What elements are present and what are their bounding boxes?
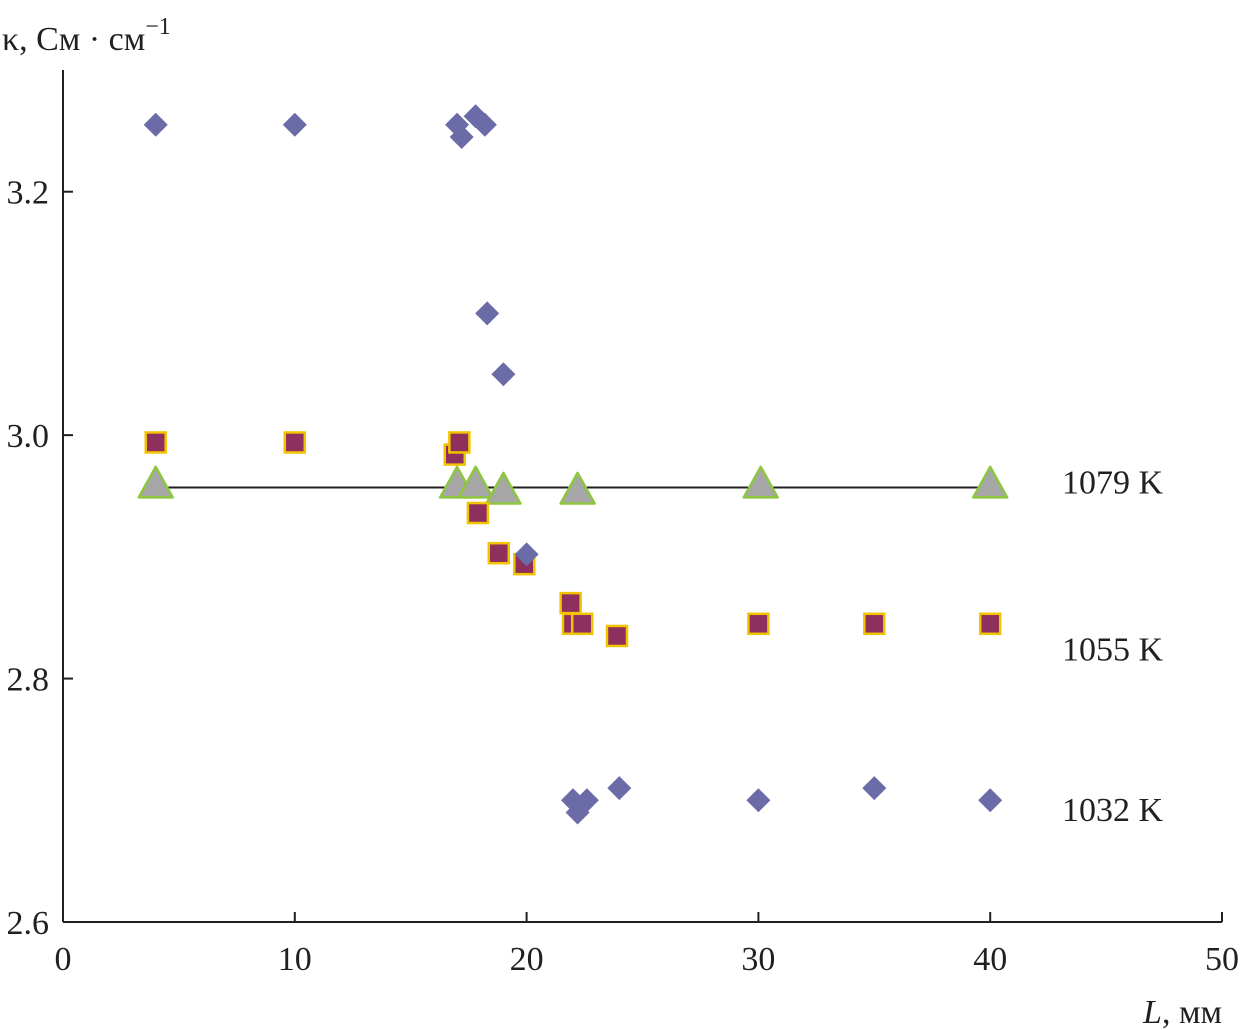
x-axis-label-italic: L (1142, 994, 1162, 1030)
y-axis-label-main: κ, См · см (2, 21, 145, 58)
triangle-point (742, 465, 779, 499)
diamond-point (574, 788, 599, 813)
diamond-point (143, 112, 168, 137)
series-label: 1079 K (1062, 465, 1164, 502)
ticks: 0 10 20 30 40 50 2.6 2.8 3.0 3.2 (7, 175, 1240, 978)
y-tick-label: 2.8 (7, 662, 50, 699)
diamond-point (862, 776, 887, 801)
series-label: 1032 K (1062, 792, 1164, 829)
square-point (448, 431, 471, 454)
triangle-point (971, 465, 1009, 499)
diamond-point (746, 788, 771, 813)
y-tick-label: 2.6 (7, 905, 50, 942)
triangle-point (559, 471, 596, 505)
diamond-point (463, 104, 488, 129)
diamond-point (491, 362, 516, 387)
diamond-point (282, 112, 307, 137)
triangle-point (457, 465, 494, 499)
y-axis-label: κ, См · см−1 (2, 14, 171, 58)
x-tick-label: 20 (510, 941, 544, 978)
axes (62, 70, 1222, 923)
diamond-point (607, 776, 632, 801)
square-point (559, 591, 582, 615)
square-point (466, 501, 490, 525)
square-point (863, 612, 886, 636)
series-labels: 1032 K 1055 K 1079 K (1062, 465, 1164, 829)
square-point (144, 431, 167, 454)
x-tick-label: 30 (741, 941, 775, 978)
square-point (283, 431, 307, 454)
x-axis-label-unit: , мм (1162, 994, 1222, 1030)
x-tick-label: 40 (973, 941, 1007, 978)
x-tick-label: 10 (278, 941, 312, 978)
x-tick-label: 0 (55, 941, 72, 978)
x-tick-label: 50 (1205, 941, 1239, 978)
square-point (487, 541, 511, 565)
diamond-point (472, 112, 497, 137)
square-point (747, 612, 770, 636)
triangle-point (485, 471, 522, 505)
y-tick-label: 3.0 (7, 418, 50, 455)
x-axis-label: L, мм (1142, 994, 1222, 1030)
diamond-point (978, 788, 1003, 813)
data-points (137, 104, 1009, 825)
y-tick-label: 3.2 (7, 175, 50, 212)
y-axis-label-sup: −1 (145, 14, 171, 40)
square-point (605, 624, 629, 648)
diamond-point (449, 124, 474, 149)
triangle-point (137, 465, 174, 499)
diamond-point (475, 301, 500, 326)
diamond-point (514, 542, 539, 567)
series-label: 1055 K (1062, 631, 1164, 668)
square-point (978, 612, 1002, 636)
square-point (570, 612, 594, 636)
